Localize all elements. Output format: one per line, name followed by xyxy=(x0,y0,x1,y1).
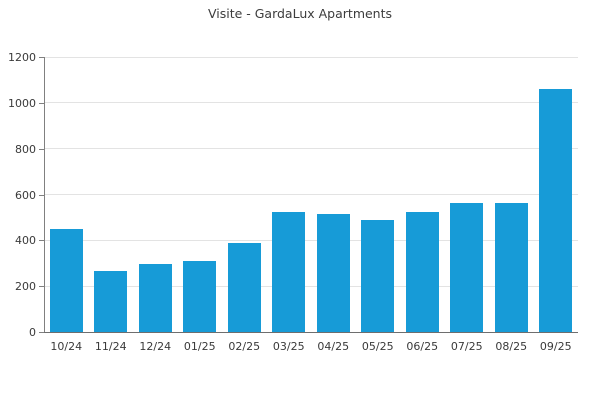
y-tick-mark xyxy=(39,148,44,150)
x-tick-label: 08/25 xyxy=(495,340,528,353)
bar-08-25 xyxy=(494,202,528,332)
x-axis-line xyxy=(44,332,578,333)
gridline xyxy=(44,239,578,241)
gridline xyxy=(44,102,578,104)
bar-03-25 xyxy=(272,211,306,332)
x-tick-label: 07/25 xyxy=(450,340,483,353)
y-tick-label: 600 xyxy=(15,188,36,202)
x-tick-label: 03/25 xyxy=(272,340,305,353)
x-tick-label: 05/25 xyxy=(361,340,394,353)
bar-05-25 xyxy=(361,219,395,332)
y-tick-mark xyxy=(39,102,44,104)
x-tick-label: 09/25 xyxy=(539,340,572,353)
bar-02-25 xyxy=(227,242,261,332)
gridline xyxy=(44,56,578,58)
y-tick-label: 1000 xyxy=(8,96,36,110)
x-tick-label: 11/24 xyxy=(94,340,127,353)
x-tick-label: 12/24 xyxy=(139,340,172,353)
x-tick-label: 10/24 xyxy=(50,340,83,353)
chart-title: Visite - GardaLux Apartments xyxy=(207,6,393,21)
bar-10-24 xyxy=(49,228,83,332)
y-tick-label: 800 xyxy=(15,142,36,156)
y-tick-label: 1200 xyxy=(8,51,36,64)
x-tick-label: 01/25 xyxy=(183,340,216,353)
bar-06-25 xyxy=(405,211,439,332)
bar-09-25 xyxy=(539,89,573,332)
y-tick-mark xyxy=(39,194,44,196)
bar-11-24 xyxy=(94,271,128,332)
gridline xyxy=(44,148,578,150)
gridline xyxy=(44,194,578,195)
y-tick-mark xyxy=(39,332,44,333)
y-tick-label: 400 xyxy=(15,234,36,248)
bar-04-25 xyxy=(316,213,350,332)
y-tick-label: 200 xyxy=(15,280,36,294)
bar-12-24 xyxy=(138,264,172,332)
bar-01-25 xyxy=(183,260,217,332)
y-tick-mark xyxy=(39,240,44,242)
y-tick-mark xyxy=(39,286,44,288)
y-axis-line xyxy=(44,57,45,333)
x-tick-label: 06/25 xyxy=(406,340,439,353)
bar-07-25 xyxy=(450,202,484,332)
plot-area xyxy=(44,56,578,332)
x-tick-label: 02/25 xyxy=(228,340,261,353)
x-tick-label: 04/25 xyxy=(317,340,350,353)
y-tick-mark xyxy=(39,57,44,58)
y-tick-label: 0 xyxy=(29,326,36,339)
gridline xyxy=(44,285,578,287)
